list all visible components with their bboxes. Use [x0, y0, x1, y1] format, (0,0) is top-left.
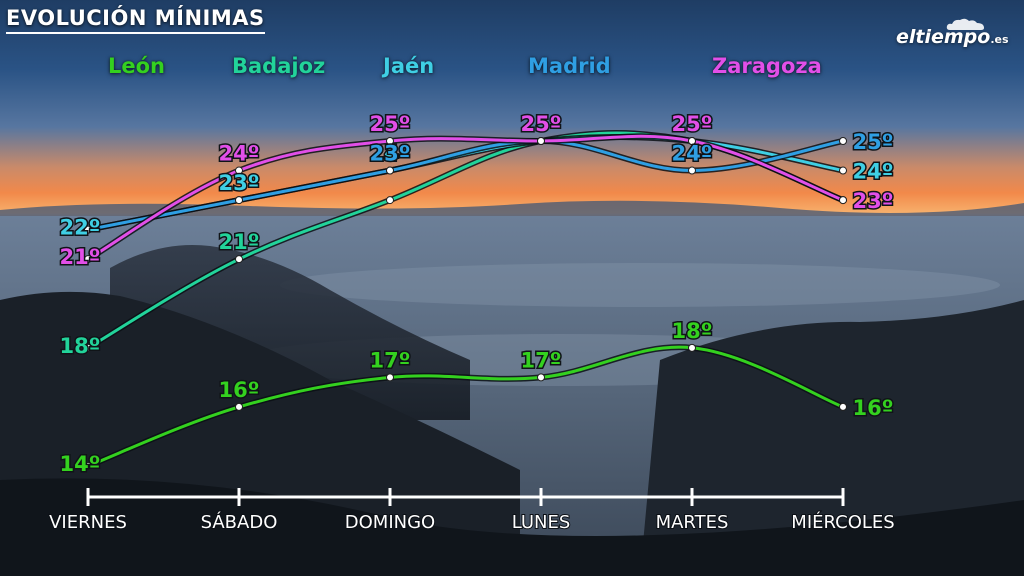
series-line-leon	[86, 345, 845, 468]
brand-logo-text: eltiempo	[896, 26, 991, 48]
data-point-badajoz	[84, 343, 92, 352]
x-tick-label: DOMINGO	[345, 512, 435, 533]
x-tick-label: MIÉRCOLES	[791, 511, 894, 533]
data-point-madrid	[235, 196, 243, 205]
data-point-leon	[688, 343, 696, 352]
x-tick-label: VIERNES	[49, 512, 127, 533]
data-point-zaragoza	[235, 166, 243, 175]
brand-logo: eltiempo.es	[896, 26, 1009, 48]
data-point-zaragoza	[688, 137, 696, 145]
data-point-leon	[537, 373, 545, 382]
legend-madrid: Madrid	[528, 54, 611, 78]
data-point-leon	[235, 402, 243, 411]
data-point-jaen	[839, 166, 847, 175]
data-point-zaragoza	[839, 196, 847, 205]
data-label-jaen: 24º	[852, 160, 893, 184]
x-tick-label: SÁBADO	[201, 511, 278, 533]
data-label-leon: 17º	[520, 348, 561, 372]
data-label-badajoz: 21º	[218, 230, 259, 254]
forest-right	[640, 300, 1024, 576]
data-label-jaen: 24º	[369, 142, 410, 166]
x-axis: VIERNES SÁBADO DOMINGO LUNES MARTES MIÉRCOLES	[48, 488, 896, 534]
data-point-zaragoza	[386, 137, 394, 145]
data-point-madrid	[386, 166, 394, 175]
fog-band	[280, 263, 1000, 307]
data-label-zaragoza: 25º	[369, 112, 410, 136]
data-label-zaragoza: 25º	[671, 112, 712, 136]
data-point-zaragoza	[84, 255, 92, 264]
data-point-leon	[84, 462, 92, 470]
data-point-badajoz	[386, 196, 394, 205]
data-label-jaen: 22º	[59, 216, 100, 240]
data-point-leon	[839, 402, 847, 411]
series-points	[84, 137, 847, 470]
data-label-zaragoza: 23º	[852, 189, 893, 213]
data-label-leon: 14º	[59, 452, 100, 476]
legend-jaen: Jaén	[383, 54, 435, 78]
data-label-leon: 17º	[369, 348, 410, 372]
x-tick-label: LUNES	[512, 512, 571, 533]
series-lines	[85, 130, 846, 469]
data-label-jaen: 23º	[218, 171, 259, 195]
x-tick-label: MARTES	[656, 512, 729, 533]
data-label-madrid: 25º	[852, 130, 893, 154]
data-label-zaragoza: 24º	[218, 142, 259, 166]
data-label-zaragoza: 25º	[520, 112, 561, 136]
data-label-badajoz: 18º	[59, 334, 100, 358]
data-label-leon: 16º	[852, 396, 893, 420]
data-point-madrid	[688, 166, 696, 175]
data-point-leon	[386, 373, 394, 382]
data-point-madrid	[84, 225, 92, 234]
data-label-leon: 16º	[218, 378, 259, 402]
data-label-leon: 18º	[671, 319, 712, 343]
legend-zaragoza: Zaragoza	[712, 54, 822, 78]
data-label-madrid: 23º	[369, 142, 410, 166]
data-point-zaragoza	[537, 137, 545, 145]
data-point-badajoz	[235, 255, 243, 264]
cloud-icon	[946, 18, 984, 30]
data-label-madrid: 24º	[671, 142, 712, 166]
data-point-madrid	[839, 137, 847, 145]
legend-leon: León	[108, 54, 166, 78]
brand-logo-tld: .es	[990, 33, 1009, 46]
legend-badajoz: Badajoz	[232, 54, 326, 78]
series-line-zaragoza	[86, 134, 845, 261]
forest-foreground	[0, 478, 1024, 576]
series-line-madrid	[86, 139, 845, 232]
chart-title: EVOLUCIÓN MÍNIMAS	[6, 6, 265, 34]
data-label-zaragoza: 21º	[59, 245, 100, 269]
